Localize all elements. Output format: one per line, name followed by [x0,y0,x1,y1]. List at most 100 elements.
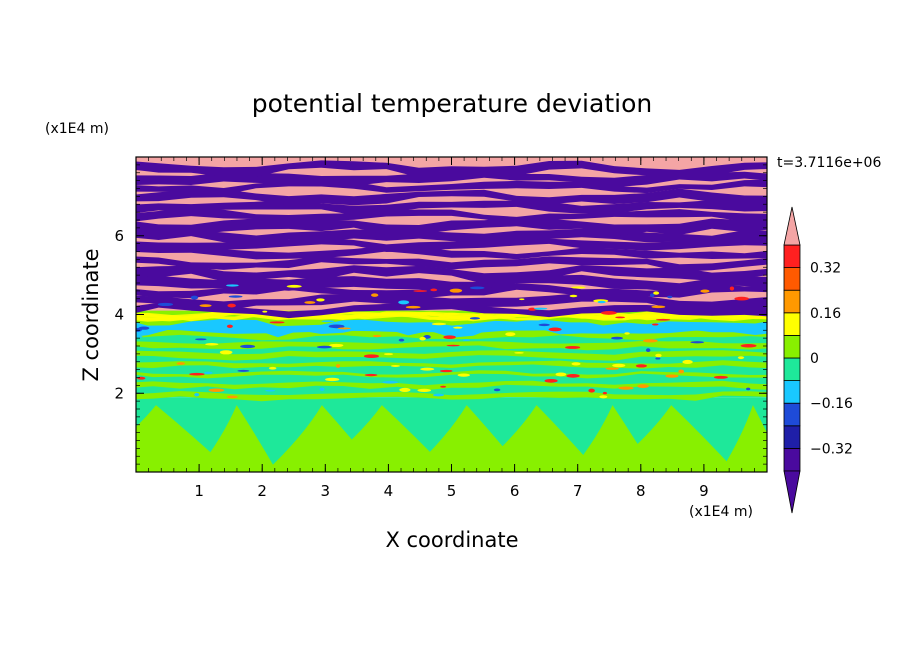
accent-58 [605,367,619,370]
x-units-label: (x1E4 m) [689,504,753,520]
accent-52 [336,364,341,368]
accent-42 [413,290,428,292]
colorbar-tick-label-2: 0 [810,351,819,367]
colorbar-bin-2 [783,402,801,427]
accent-9 [655,357,661,360]
x-tick-label-7: 8 [636,482,646,500]
upper-stripe-5 [136,256,767,272]
accent-18 [237,369,250,372]
accent-69 [610,336,624,340]
accent-25 [642,339,658,343]
accent-72 [269,321,285,324]
accent-101 [624,332,630,335]
upper-stripe-9 [136,217,767,237]
accent-43 [667,295,673,299]
accent-116 [364,373,378,377]
accent-80 [262,310,268,313]
accent-95 [316,345,333,349]
upper-stripe-1 [136,293,767,312]
accent-103 [204,371,213,375]
accent-60 [645,348,651,353]
x-tick-label-4: 5 [447,482,457,500]
accent-41 [650,293,655,297]
accent-6 [439,369,453,373]
transition-streak-4 [136,310,767,320]
colorbar-tick-label-3: −0.16 [810,396,853,412]
colorbar-bin-6 [783,312,801,336]
accent-14 [655,353,662,358]
accent-47 [337,327,351,330]
x-tick-label-3: 4 [384,482,394,500]
accent-36 [226,284,239,287]
x-tick-label-5: 6 [510,482,520,500]
accent-96 [205,342,219,346]
accent-107 [746,387,751,391]
accent-76 [398,338,405,342]
accent-11 [304,301,316,304]
accent-16 [329,343,344,348]
x-tick-label-1: 2 [257,482,267,500]
accent-13 [690,341,705,344]
accent-75 [713,375,728,379]
plume-0 [136,405,233,472]
accent-48 [240,344,256,349]
x-tick-label-0: 1 [194,482,204,500]
accent-21 [442,325,457,330]
accent-57 [176,362,186,365]
accent-49 [405,305,421,309]
accent-2 [571,286,586,289]
colorbar-bin-8 [783,267,801,291]
accent-55 [432,393,445,397]
accent-110 [566,374,580,378]
accent-61 [383,353,394,356]
accent-66 [635,364,647,368]
colorbar-bin-1 [783,425,801,449]
accent-70 [612,363,626,368]
y-tick-label-0: 2 [114,384,124,402]
colorbar-bin-3 [783,380,801,404]
accent-56 [446,344,460,347]
accent-44 [493,323,507,326]
accent-68 [286,284,302,288]
accent-119 [653,291,660,295]
accent-7 [462,339,471,341]
y-axis-ticks: 2 4 6 [114,164,767,465]
upper-stripe-15 [136,160,767,179]
accent-113 [390,365,400,367]
accent-91 [602,391,607,395]
accent-92 [218,327,233,332]
time-label: t=3.7116e+06 [777,155,881,171]
accent-117 [443,312,460,316]
accent-86 [190,295,199,300]
accent-88 [548,327,562,332]
accent-89 [268,366,277,370]
plume-5 [474,405,599,472]
colorbar-bin-5 [783,334,801,359]
accent-22 [199,304,212,308]
accent-45 [382,381,398,384]
accent-38 [514,352,524,354]
accent-35 [457,373,470,377]
accent-99 [319,387,325,391]
accent-65 [138,326,150,330]
upper-stripe-0 [136,302,767,319]
accent-74 [544,379,558,383]
x-tick-label-2: 3 [321,482,331,500]
y-units-label: (x1E4 m) [45,121,109,137]
accent-29 [431,322,447,326]
plume-1 [196,405,278,472]
accent-64 [469,286,485,290]
accent-20 [325,377,340,382]
accent-15 [363,354,379,359]
upper-stripe-14 [136,170,767,188]
accent-19 [533,307,548,310]
accent-81 [615,316,626,319]
accent-105 [665,374,679,378]
upper-stripe-4 [136,265,767,284]
accent-84 [316,298,325,302]
accent-0 [228,295,243,298]
accent-17 [538,323,550,327]
accent-40 [637,384,649,389]
accent-24 [493,388,501,392]
